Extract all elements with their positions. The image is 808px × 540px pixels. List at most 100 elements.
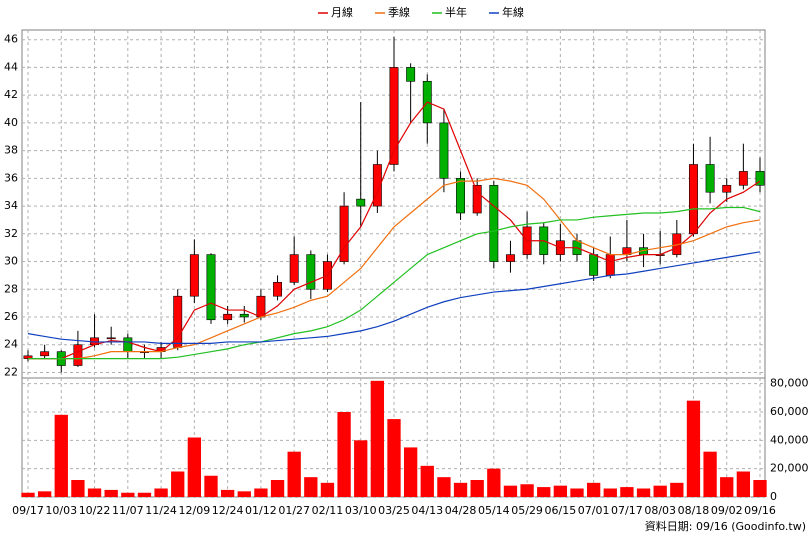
x-tick-label: 07/01 <box>578 504 610 517</box>
y-tick-label: 40 <box>4 116 18 129</box>
volume-bar <box>254 488 268 497</box>
volume-bar <box>21 492 35 497</box>
volume-bar <box>537 487 551 497</box>
volume-bar <box>653 485 667 497</box>
volume-bar <box>570 488 584 497</box>
candle-body <box>472 184 482 214</box>
x-tick-label: 01/12 <box>245 504 277 517</box>
volume-bar <box>220 489 235 497</box>
volume-bar <box>304 477 318 497</box>
x-tick-label: 04/28 <box>445 504 477 517</box>
volume-bar <box>437 477 451 497</box>
y-tick-label: 42 <box>4 88 18 101</box>
volume-bar <box>720 477 734 497</box>
volume-bar <box>487 468 501 497</box>
volume-bar <box>503 485 518 497</box>
y2-tick-label: 80,000 <box>770 377 808 390</box>
candle-body <box>356 198 366 207</box>
y-tick-label: 32 <box>4 227 18 240</box>
candle-body <box>40 351 50 357</box>
volume-bar <box>553 485 568 497</box>
y-tick-label: 24 <box>4 338 18 351</box>
y-tick-label: 26 <box>4 310 18 323</box>
volume-bar <box>270 480 285 497</box>
candle-body <box>722 184 732 193</box>
ma-line <box>27 251 761 344</box>
volume-bar <box>87 488 102 497</box>
x-tick-label: 03/10 <box>345 504 377 517</box>
volume-bar <box>354 440 368 497</box>
x-tick-label: 10/03 <box>45 504 77 517</box>
candle-body <box>372 164 382 207</box>
candle-body <box>206 254 216 321</box>
legend-label: 季線 <box>388 5 410 19</box>
y-tick-label: 46 <box>4 33 18 46</box>
y2-tick-label: 40,000 <box>770 433 808 446</box>
candle-body <box>755 171 765 186</box>
candle-body <box>688 164 698 235</box>
ma-line <box>28 177 761 360</box>
volume-bar <box>154 488 168 497</box>
volume-bar <box>104 489 118 497</box>
candle-body <box>289 254 299 283</box>
x-tick-label: 06/15 <box>545 504 577 517</box>
y2-tick-label: 60,000 <box>770 405 808 418</box>
y-tick-label: 38 <box>4 144 18 157</box>
volume-bar <box>736 471 751 497</box>
volume-bar <box>520 484 534 497</box>
y-tick-label: 22 <box>4 365 18 378</box>
ma-line <box>28 101 761 360</box>
candle-body <box>306 254 316 290</box>
x-tick-label: 10/22 <box>79 504 111 517</box>
volume-bar <box>603 488 617 497</box>
x-tick-label: 08/18 <box>678 504 710 517</box>
candle-body <box>456 178 466 214</box>
volume-bar <box>137 492 152 497</box>
source-note: 資料日期: 09/16 (Goodinfo.tw) <box>645 519 806 533</box>
volume-bar <box>453 482 468 497</box>
candle-body <box>589 254 599 276</box>
x-tick-label: 11/24 <box>145 504 177 517</box>
candle-body <box>489 184 499 262</box>
legend-label: 年線 <box>502 5 524 19</box>
volume-bar <box>71 480 85 497</box>
volume-bar <box>703 451 717 497</box>
volume-bar <box>753 480 767 497</box>
legend-label: 月線 <box>331 5 353 19</box>
candle-body <box>605 254 615 276</box>
x-tick-label: 05/14 <box>478 504 510 517</box>
candle-body <box>339 205 349 262</box>
x-tick-label: 12/24 <box>212 504 244 517</box>
ma-line <box>28 206 761 360</box>
legend-label: 半年 <box>445 5 467 19</box>
candle-body <box>189 254 199 297</box>
y-tick-label: 28 <box>4 282 18 295</box>
volume-bar <box>636 488 651 497</box>
candle-body <box>106 337 116 340</box>
volume-bar <box>403 447 418 497</box>
candle-body <box>505 254 515 262</box>
candle-body <box>406 67 416 82</box>
volume-bar <box>237 491 251 497</box>
x-tick-label: 12/09 <box>179 504 211 517</box>
volume-bar <box>204 475 218 497</box>
x-tick-label: 03/25 <box>378 504 410 517</box>
x-tick-label: 09/16 <box>744 504 776 517</box>
volume-bar <box>187 437 202 497</box>
candle-body <box>273 282 283 297</box>
x-tick-label: 09/02 <box>711 504 743 517</box>
y-tick-label: 44 <box>4 60 18 73</box>
volume-bar <box>670 482 684 497</box>
volume-bar <box>686 400 701 497</box>
x-tick-label: 01/27 <box>278 504 310 517</box>
y2-tick-label: 0 <box>770 490 777 503</box>
x-tick-label: 11/07 <box>112 504 144 517</box>
volume-bar <box>54 414 68 497</box>
y-tick-label: 36 <box>4 171 18 184</box>
volume-bar <box>320 482 335 497</box>
y-tick-label: 34 <box>4 199 18 212</box>
candle-body <box>223 313 233 321</box>
y2-tick-label: 20,000 <box>770 462 808 475</box>
volume-bar <box>121 492 135 497</box>
